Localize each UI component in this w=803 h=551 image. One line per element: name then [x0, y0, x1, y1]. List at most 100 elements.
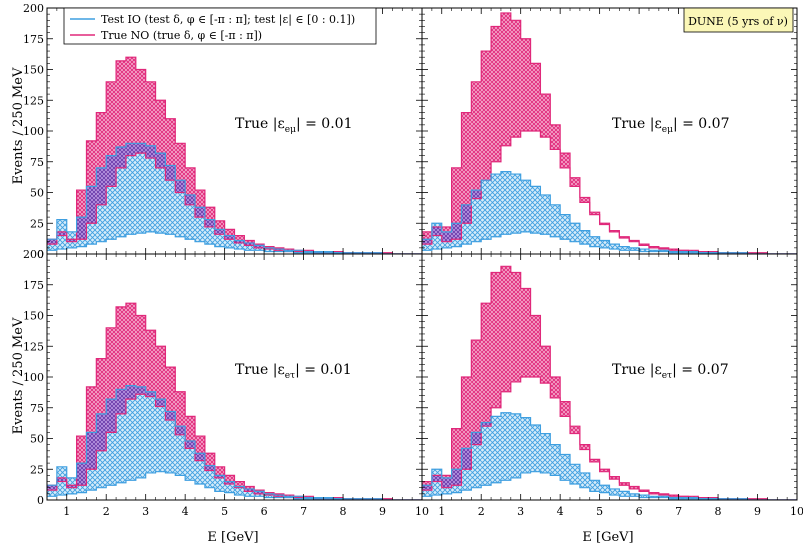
test-io-bin	[599, 240, 610, 248]
overlap-bin	[234, 486, 245, 488]
overlap-bin	[441, 477, 452, 488]
test-io-bin	[195, 453, 205, 485]
overlap-bin	[66, 239, 77, 242]
true-no-bin	[135, 69, 146, 154]
overlap-bin	[293, 250, 304, 252]
panel-bottom-left: 0 25 50 75 100 125 150 175 200 1 2 3 4 5 6 7 8 9 10 True |ε…	[23, 248, 429, 518]
test-io-bin	[431, 469, 442, 496]
true-no-bin	[648, 492, 659, 494]
true-no-bin	[165, 367, 176, 421]
test-io-bin	[145, 391, 156, 473]
test-io-bin	[343, 498, 353, 500]
panel-label-subscript: eμ	[285, 125, 296, 135]
overlap-bin	[76, 463, 87, 486]
y-tick-label: 100	[23, 371, 44, 384]
panel-label: True |εeμ| = 0.07	[612, 116, 729, 135]
true-no-bin	[609, 476, 620, 480]
overlap-bin	[737, 252, 748, 254]
test-io-bin	[204, 465, 215, 488]
true-no-bin	[520, 38, 531, 131]
test-io-bin	[609, 244, 620, 250]
panel-label-end: | = 0.07	[673, 116, 730, 132]
dune-badge-box	[683, 7, 794, 33]
test-io-bin	[431, 223, 442, 250]
true-no-bin	[451, 428, 462, 486]
true-no-bin	[96, 358, 107, 451]
test-io-bin	[520, 180, 531, 232]
test-io-bin	[204, 219, 215, 245]
x-tick-label: 4	[557, 505, 564, 518]
panel-label-main: True |ε	[612, 362, 662, 378]
y-tick-label: 175	[23, 279, 44, 292]
x-tick-label: 8	[715, 505, 722, 518]
test-io-bin	[540, 194, 551, 235]
true-no-bin	[540, 346, 551, 384]
test-io-bin	[718, 498, 728, 500]
test-io-bin	[599, 485, 610, 493]
test-io-bin	[570, 464, 580, 485]
y-tick-label: 75	[30, 156, 44, 169]
overlap-bin	[461, 204, 472, 224]
true-no-bin	[382, 498, 393, 500]
test-io-bin	[303, 497, 314, 499]
test-io-lower-line	[422, 231, 797, 254]
y-tick-label: 125	[23, 340, 44, 353]
overlap-bin	[224, 481, 235, 485]
panel-label-main: True |ε	[612, 116, 662, 132]
overlap-bin	[461, 448, 472, 470]
overlap-bin	[135, 386, 146, 395]
overlap-bin	[86, 432, 97, 470]
true-no-bin	[224, 475, 235, 485]
true-no-bin	[609, 230, 620, 232]
x-tick-label: 2	[103, 505, 110, 518]
x-tick-label: 7	[675, 505, 682, 518]
dune-badge: DUNE (5 yrs of ν)	[683, 7, 794, 33]
true-no-bin	[145, 81, 156, 159]
x-tick-label: 2	[478, 505, 485, 518]
true-no-bin	[333, 251, 344, 253]
true-no-bin	[491, 272, 501, 408]
test-io-bin	[648, 496, 659, 498]
true-no-bin	[550, 124, 561, 150]
true-no-bin	[471, 340, 482, 445]
x-tick-label: 8	[340, 505, 347, 518]
true-no-bin	[175, 391, 186, 435]
test-io-bin	[560, 454, 571, 481]
true-no-bin	[106, 81, 117, 187]
true-no-bin	[86, 386, 97, 470]
test-io-bin	[668, 497, 679, 499]
test-io-bin	[175, 180, 186, 237]
true-no-bin	[382, 252, 393, 254]
overlap-bin	[264, 493, 274, 496]
overlap-bin	[254, 245, 265, 248]
panel-label: True |εeμ| = 0.01	[235, 116, 352, 135]
test-io-bin	[195, 207, 205, 242]
x-tick-label: 1	[63, 505, 70, 518]
test-io-bin	[639, 495, 649, 498]
true-no-bin	[303, 496, 314, 498]
true-no-bin	[333, 497, 344, 499]
test-io-bin	[185, 194, 196, 240]
true-no-bin	[540, 94, 551, 138]
panel-label: True |εeτ| = 0.07	[612, 362, 729, 381]
plot-area	[422, 265, 797, 500]
overlap-bin	[175, 180, 186, 193]
plot-area	[47, 302, 422, 500]
test-io-bin	[668, 251, 679, 253]
true-no-bin	[619, 236, 630, 239]
true-no-bin	[491, 26, 501, 162]
true-no-bin	[86, 140, 97, 224]
panel-label-subscript: eτ	[285, 371, 295, 381]
test-io-bin	[550, 444, 561, 476]
overlap-bin	[422, 485, 432, 491]
test-io-bin	[540, 433, 551, 473]
test-io-bin	[303, 251, 314, 253]
y-tick-label: 200	[23, 248, 44, 261]
overlap-bin	[185, 194, 196, 205]
test-io-bin	[510, 174, 521, 234]
true-no-bin	[629, 486, 640, 489]
overlap-bin	[352, 252, 363, 254]
test-io-bin	[135, 143, 146, 234]
test-io-bin	[264, 493, 274, 498]
